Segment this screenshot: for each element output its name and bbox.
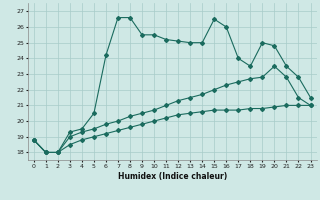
- X-axis label: Humidex (Indice chaleur): Humidex (Indice chaleur): [117, 172, 227, 181]
